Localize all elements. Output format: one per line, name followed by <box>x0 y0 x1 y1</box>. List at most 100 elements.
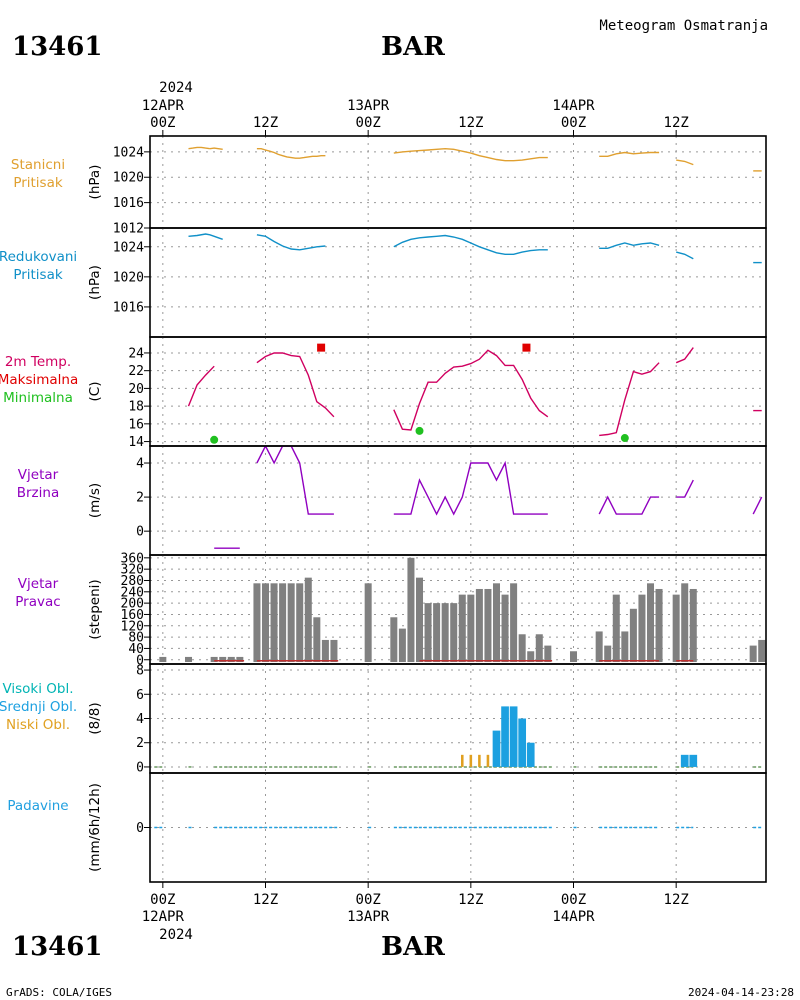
y-tick-label: 0 <box>136 821 144 836</box>
y-tick-label: 200 <box>121 597 144 612</box>
y-tick-label: 80 <box>128 631 144 646</box>
series-line <box>393 147 548 162</box>
y-tick-label: 1024 <box>113 240 144 255</box>
direction-bar <box>569 651 578 663</box>
series-line <box>676 479 694 498</box>
low-cloud-bar <box>469 754 473 767</box>
panel-label: Srednji Obl. <box>0 699 77 715</box>
direction-bar <box>629 608 637 663</box>
station-id-top: 13461 <box>12 32 102 62</box>
direction-bar <box>458 594 466 663</box>
direction-bar <box>535 634 543 663</box>
series-line <box>676 159 694 166</box>
direction-bar <box>236 656 244 663</box>
direction-bar <box>261 583 270 663</box>
panel-label: Maksimalna <box>0 372 78 388</box>
software-credit: GrADS: COLA/IGES <box>6 986 112 999</box>
place-name-top: BAR <box>381 32 445 62</box>
panels: 1012101610201024(hPa)StanicniPritisak101… <box>0 130 767 888</box>
y-tick-label: 120 <box>121 619 144 634</box>
plot-area <box>187 343 762 444</box>
y-tick-label: 160 <box>121 608 144 623</box>
series-line <box>256 147 326 159</box>
y-tick-label: 6 <box>136 688 144 703</box>
series-line <box>752 496 763 515</box>
y-tick-label: 14 <box>128 435 144 450</box>
panel-label: Minimalna <box>3 390 73 406</box>
top-time-label: 14APR <box>552 98 595 114</box>
plot-area <box>188 146 762 172</box>
top-time-label: 12Z <box>458 115 483 131</box>
y-tick-label: 2 <box>136 736 144 751</box>
series-line <box>188 146 210 150</box>
top-time-label: 12Z <box>664 115 689 131</box>
panel-label: Padavine <box>7 798 68 814</box>
plot-area <box>154 706 762 768</box>
direction-bar <box>672 594 680 663</box>
direction-bar <box>689 588 697 663</box>
direction-bar <box>279 583 287 663</box>
plot-area <box>214 446 763 549</box>
y-tick-label: 1016 <box>113 196 144 211</box>
direction-bar <box>219 656 227 663</box>
plot-area <box>188 233 762 264</box>
direction-bar <box>467 594 475 663</box>
series-line <box>393 349 549 431</box>
series-line <box>393 234 548 256</box>
top-time-label: 00Z <box>561 115 586 131</box>
y-tick-label: 20 <box>128 382 144 397</box>
mid-cloud-bar <box>518 718 527 767</box>
mid-cloud-bar <box>509 706 518 767</box>
series-line <box>598 495 660 515</box>
series-line <box>599 242 660 250</box>
panel-temperatura: 14 16 18 20 22 24 (C) 2m Temp. Maksimalna Minimal… <box>0 336 767 450</box>
direction-bar <box>364 583 372 663</box>
y-axis-label: (8/8) <box>87 702 103 734</box>
direction-bar <box>424 603 432 663</box>
direction-bar <box>184 656 193 663</box>
direction-bar <box>210 656 218 663</box>
direction-bar <box>296 583 304 663</box>
y-tick-label: 0 <box>136 525 144 540</box>
y-tick-label: 2 <box>136 491 144 506</box>
panel-label: Stanicni <box>11 157 65 173</box>
series-line <box>256 446 334 515</box>
bottom-time-label: 00Z <box>356 892 381 908</box>
bottom-time-label: 00Z <box>561 892 586 908</box>
panel-padavine: 0 (mm/6h/12h) Padavine <box>7 772 767 883</box>
top-time-label: 12Z <box>253 115 278 131</box>
low-cloud-bar <box>486 754 490 767</box>
bottom-time-label: 14APR <box>552 909 595 925</box>
direction-bar <box>501 594 509 663</box>
y-tick-label: 4 <box>136 457 144 472</box>
direction-bar <box>270 583 278 663</box>
direction-bar <box>441 603 449 663</box>
y-tick-label: 0 <box>136 760 144 775</box>
y-tick-label: 8 <box>136 664 144 679</box>
direction-bar <box>321 639 329 663</box>
direction-bar <box>681 583 689 663</box>
series-line <box>187 365 215 407</box>
series-line <box>188 233 223 240</box>
series-line <box>209 147 223 150</box>
direction-bar <box>390 617 398 663</box>
direction-bar <box>398 628 406 663</box>
direction-bar <box>604 645 612 663</box>
direction-bar <box>484 588 492 663</box>
series-line <box>675 347 694 364</box>
place-name-bottom: BAR <box>381 932 445 962</box>
direction-bar <box>253 583 261 663</box>
series-line <box>393 460 548 516</box>
y-tick-label: 320 <box>121 563 144 578</box>
direction-bar <box>612 594 620 663</box>
top-time-label: 00Z <box>150 115 175 131</box>
bottom-time-label: 13APR <box>347 909 390 925</box>
mid-cloud-bar <box>492 730 501 767</box>
y-tick-label: 40 <box>128 642 144 657</box>
panel-frame <box>149 445 767 556</box>
tmax-marker <box>522 343 531 352</box>
panel-label: Pravac <box>15 594 60 610</box>
